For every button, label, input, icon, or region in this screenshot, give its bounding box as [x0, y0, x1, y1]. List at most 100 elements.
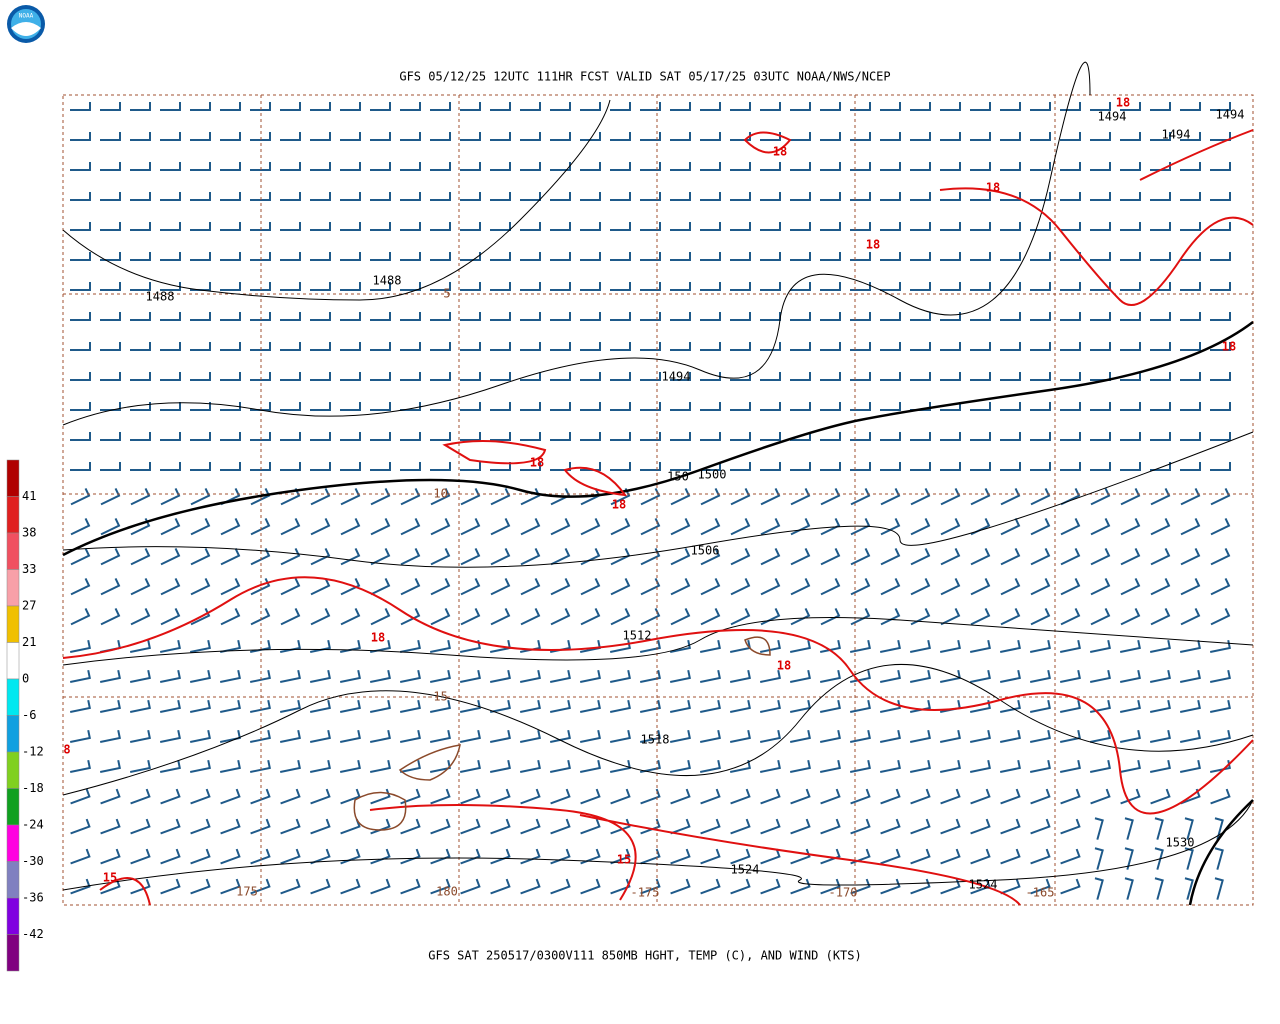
wind-barb: [250, 372, 271, 381]
wind-barb: [280, 818, 301, 835]
wind-barb: [730, 608, 751, 626]
wind-barb: [100, 312, 121, 321]
wind-barb: [370, 132, 391, 141]
wind-barb: [100, 132, 121, 141]
wind-barb: [460, 729, 481, 743]
wind-barb: [670, 729, 691, 743]
wind-barb: [1060, 578, 1081, 596]
wind-barb: [310, 699, 331, 713]
wind-barb: [700, 222, 721, 231]
wind-barb: [100, 102, 121, 111]
wind-barb: [1030, 102, 1051, 111]
wind-barb: [130, 252, 151, 261]
wind-barb: [340, 548, 361, 566]
wind-barb: [250, 759, 271, 773]
wind-barb: [580, 608, 601, 626]
wind-barb: [1154, 847, 1164, 870]
wind-barb: [790, 192, 811, 201]
wind-barb: [940, 848, 961, 865]
wind-barb: [310, 878, 331, 895]
wind-barb: [1060, 488, 1081, 506]
wind-barb: [910, 192, 931, 201]
wind-barb: [730, 252, 751, 261]
wind-barb: [1120, 402, 1141, 411]
wind-barb: [910, 639, 931, 653]
wind-barb: [520, 848, 541, 865]
wind-barb: [670, 162, 691, 171]
wind-barb: [1150, 312, 1171, 321]
wind-barb: [160, 462, 181, 471]
wind-barb: [160, 729, 181, 743]
temp-label: 18: [530, 456, 544, 470]
colorbar-label: -6: [22, 708, 36, 722]
wind-barb: [280, 759, 301, 773]
temp-contours: [62, 129, 1254, 906]
wind-barb: [70, 759, 91, 773]
wind-barb: [160, 162, 181, 171]
wind-barb: [430, 518, 451, 536]
wind-barb: [370, 162, 391, 171]
wind-barb: [1060, 639, 1081, 653]
wind-barb: [580, 729, 601, 743]
wind-barb: [100, 548, 121, 566]
wind-barb: [670, 402, 691, 411]
wind-barb: [460, 669, 481, 683]
wind-barb: [490, 222, 511, 231]
wind-barb: [1210, 132, 1231, 141]
wind-barb: [490, 192, 511, 201]
wind-barb: [850, 548, 871, 566]
wind-barb: [340, 252, 361, 261]
wind-barb: [460, 132, 481, 141]
colorbar-segment: [6, 678, 20, 716]
wind-barb: [880, 788, 901, 805]
colorbar-label: -18: [22, 781, 44, 795]
wind-barb: [850, 222, 871, 231]
wind-barb: [850, 402, 871, 411]
wind-barb: [430, 132, 451, 141]
wind-barb: [670, 639, 691, 653]
wind-barb: [370, 312, 391, 321]
wind-barb: [580, 639, 601, 653]
height-label: 1506: [691, 544, 720, 558]
wind-barb: [340, 132, 361, 141]
wind-barb: [1210, 548, 1231, 566]
wind-barb: [730, 402, 751, 411]
wind-barb: [310, 222, 331, 231]
wind-barb: [970, 759, 991, 773]
wind-barb: [520, 342, 541, 351]
wind-barb: [790, 372, 811, 381]
wind-barb: [910, 548, 931, 566]
colorbar-label: 41: [22, 489, 36, 503]
wind-barb: [1090, 192, 1111, 201]
wind-barb: [160, 102, 181, 111]
wind-barb: [1120, 699, 1141, 713]
wind-barb: [340, 608, 361, 626]
wind-barb: [1180, 102, 1201, 111]
wind-barb: [1000, 462, 1021, 471]
wind-barb: [1150, 699, 1171, 713]
wind-barb: [190, 729, 211, 743]
height-label: 1494: [1162, 128, 1191, 142]
wind-barb: [220, 132, 241, 141]
wind-barb: [820, 639, 841, 653]
wind-barb: [1180, 312, 1201, 321]
wind-barb: [670, 669, 691, 683]
wind-barb: [640, 282, 661, 291]
wind-barb: [70, 488, 91, 506]
wind-barb: [1060, 102, 1081, 111]
colorbar-segment: [6, 569, 20, 607]
wind-barb: [730, 312, 751, 321]
wind-barb: [730, 669, 751, 683]
wind-barb: [250, 342, 271, 351]
wind-barb: [190, 402, 211, 411]
wind-barb: [460, 222, 481, 231]
wind-barb: [550, 252, 571, 261]
wind-barb: [1180, 162, 1201, 171]
wind-barb: [310, 132, 331, 141]
wind-barb: [130, 818, 151, 835]
wind-barb: [160, 312, 181, 321]
wind-barb: [520, 312, 541, 321]
wind-barb: [550, 192, 571, 201]
wind-barb: [1124, 877, 1134, 900]
wind-barb: [400, 462, 421, 471]
